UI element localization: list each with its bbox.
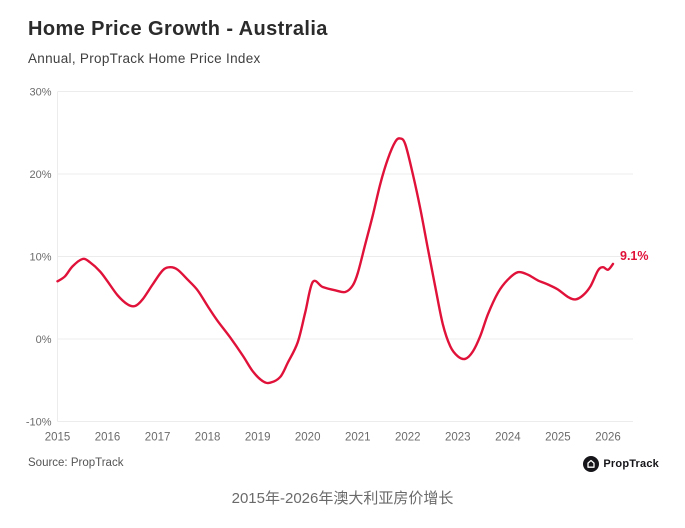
y-tick-label: 10% <box>29 252 51 264</box>
y-tick-label: 0% <box>36 334 52 346</box>
x-tick-label: 2016 <box>95 432 121 444</box>
x-tick-label: 2021 <box>345 432 371 444</box>
y-tick-label: 20% <box>29 169 51 181</box>
proptrack-house-icon <box>583 456 600 472</box>
x-tick-label: 2026 <box>595 432 621 444</box>
chart-subtitle: Annual, PropTrack Home Price Index <box>28 51 261 66</box>
image-caption: 2015年-2026年澳大利亚房价增长 <box>231 490 454 507</box>
line-chart: 30% 20% 10% 0% -10% 2015 2016 2017 2018 2019 2020 2… <box>26 87 649 444</box>
x-tick-label: 2022 <box>395 432 421 444</box>
proptrack-logo-text: PropTrack <box>603 458 659 470</box>
page-title: Home Price Growth - Australia <box>28 18 328 40</box>
source-note: Source: PropTrack <box>28 457 124 469</box>
x-tick-label: 2025 <box>545 432 571 444</box>
y-tick-label: 30% <box>29 87 51 99</box>
x-tick-label: 2019 <box>245 432 271 444</box>
proptrack-logo: PropTrack <box>583 456 659 472</box>
x-tick-label: 2020 <box>295 432 321 444</box>
price-growth-line <box>56 137 615 385</box>
x-tick-label: 2024 <box>495 432 521 444</box>
x-tick-label: 2017 <box>145 432 171 444</box>
y-tick-label: -10% <box>26 417 52 429</box>
x-tick-label: 2015 <box>45 432 71 444</box>
x-tick-label: 2023 <box>445 432 471 444</box>
end-value-label: 9.1% <box>620 249 649 263</box>
x-tick-label: 2018 <box>195 432 221 444</box>
